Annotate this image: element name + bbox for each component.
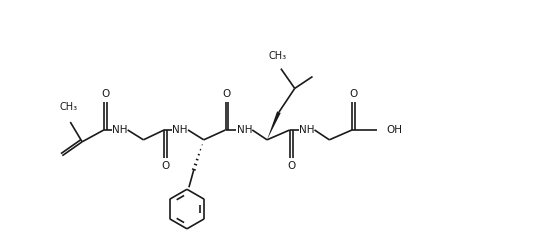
Text: O: O [350,89,358,99]
Polygon shape [267,111,281,140]
Text: OH: OH [386,125,403,135]
Text: NH: NH [172,125,188,135]
Text: NH: NH [236,125,252,135]
Text: NH: NH [299,125,314,135]
Text: CH₃: CH₃ [59,102,78,112]
Text: O: O [287,160,295,171]
Text: O: O [223,89,231,99]
Text: NH: NH [112,125,127,135]
Text: O: O [101,89,109,99]
Text: CH₃: CH₃ [269,51,287,61]
Text: O: O [162,160,170,171]
